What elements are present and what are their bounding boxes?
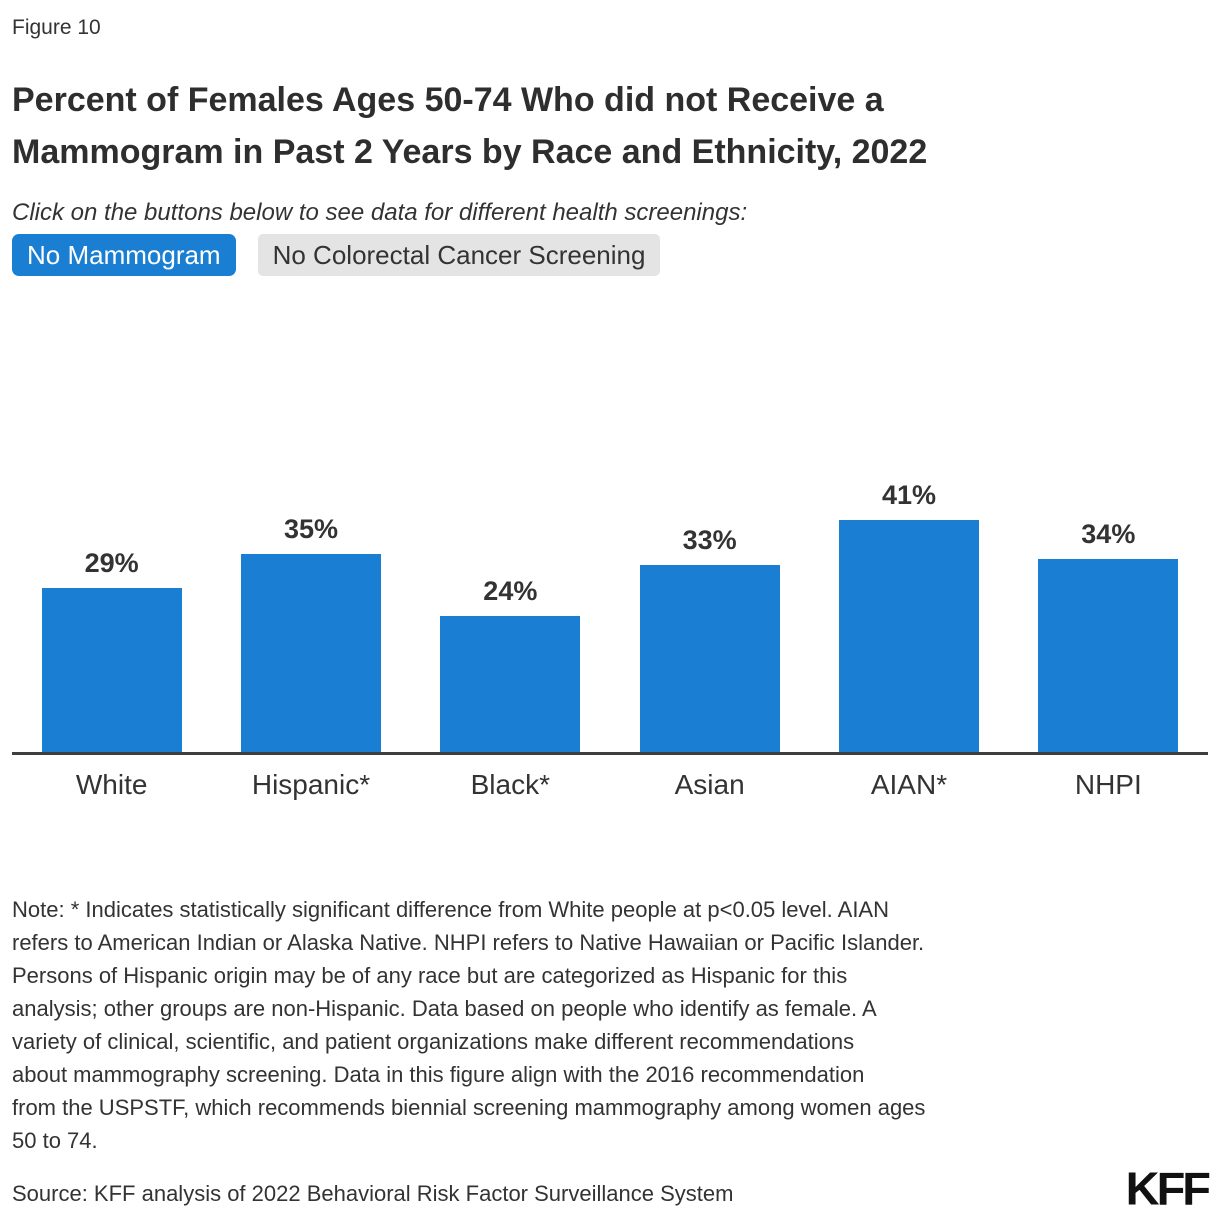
bar-column: 24% <box>411 576 610 752</box>
bar-aian[interactable] <box>838 520 979 752</box>
category-label: NHPI <box>1074 769 1142 800</box>
category-label: AIAN* <box>870 769 948 800</box>
chart-subtitle-instruction: Click on the buttons below to see data f… <box>12 199 748 226</box>
bar-nhpi[interactable] <box>1038 559 1179 752</box>
x-axis-line <box>12 752 1208 755</box>
bar-value-label: 24% <box>483 576 538 606</box>
source-row: Source: KFF analysis of 2022 Behavioral … <box>12 1162 1211 1214</box>
category-label: Asian <box>674 769 745 800</box>
kff-logo: KFF <box>1125 1162 1211 1214</box>
bar-white[interactable] <box>41 588 182 752</box>
no-colorectal-screening-button[interactable]: No Colorectal Cancer Screening <box>257 234 661 276</box>
bar-asian[interactable] <box>639 565 780 752</box>
figure-label: Figure 10 <box>12 16 101 39</box>
categories-row: White Hispanic* Black* Asian AIAN* NHPI <box>12 755 1208 803</box>
bar-black[interactable] <box>440 616 581 752</box>
bars-row: 29% 35% 24% 33% 41% 34% <box>12 440 1208 752</box>
note-text: Note: * Indicates statistically signific… <box>12 897 926 1153</box>
bar-column: 29% <box>12 548 211 752</box>
page-title: Percent of Females Ages 50-74 Who did no… <box>12 81 928 171</box>
category-label: Hispanic* <box>251 769 371 800</box>
no-mammogram-button[interactable]: No Mammogram <box>12 234 236 276</box>
source-text: Source: KFF analysis of 2022 Behavioral … <box>12 1181 734 1206</box>
screening-toggle-group: No Mammogram No Colorectal Cancer Screen… <box>12 234 1208 276</box>
bar-value-label: 33% <box>682 525 737 555</box>
bar-column: 35% <box>211 514 410 752</box>
bar-column: 41% <box>809 480 1008 752</box>
bar-value-label: 29% <box>84 548 139 578</box>
bar-column: 33% <box>610 525 809 752</box>
bar-hispanic[interactable] <box>240 554 381 752</box>
category-label: White <box>75 769 148 800</box>
category-label: Black* <box>470 769 550 800</box>
bar-value-label: 34% <box>1081 519 1136 549</box>
bar-value-label: 35% <box>283 514 339 544</box>
bar-value-label: 41% <box>881 480 936 510</box>
bar-column: 34% <box>1009 519 1208 752</box>
bar-chart: 29% 35% 24% 33% 41% 34% White Hispanic* Black* A… <box>12 440 1208 803</box>
